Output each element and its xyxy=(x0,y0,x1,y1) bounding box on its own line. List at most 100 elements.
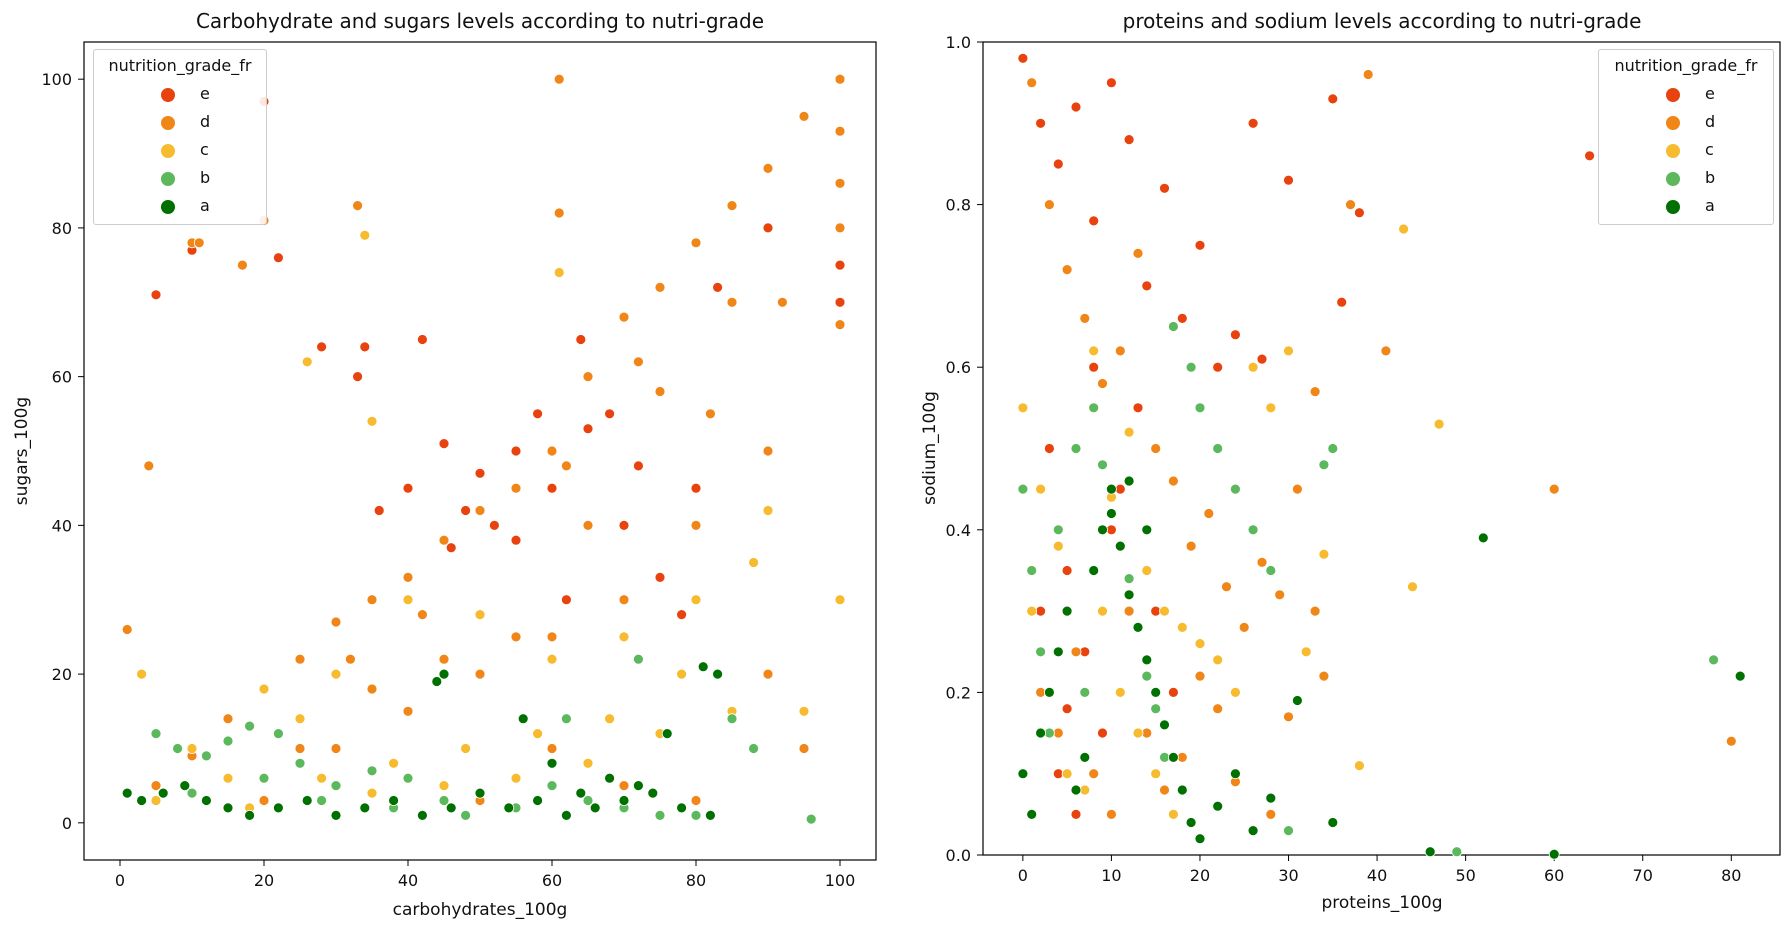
point-grade-d xyxy=(1265,809,1277,820)
point-grade-d xyxy=(834,125,846,137)
point-grade-b xyxy=(1070,443,1082,454)
point-grade-d xyxy=(834,73,846,85)
point-grade-e xyxy=(1052,158,1064,170)
point-grade-a xyxy=(705,810,716,821)
chart-title: Carbohydrate and sugars levels according… xyxy=(196,9,764,33)
x-tick-label: 0 xyxy=(115,871,125,890)
point-grade-d xyxy=(1362,69,1374,80)
point-grade-e xyxy=(762,222,774,234)
point-grade-b xyxy=(1141,670,1153,682)
point-grade-c xyxy=(1247,361,1259,373)
point-grade-c xyxy=(618,631,630,643)
point-grade-a xyxy=(1061,605,1073,617)
point-grade-d xyxy=(1097,378,1108,389)
point-grade-a xyxy=(561,810,572,821)
point-grade-d xyxy=(121,624,133,635)
point-grade-b xyxy=(690,810,702,821)
point-grade-d xyxy=(1283,711,1294,723)
point-grade-a xyxy=(1035,727,1046,739)
point-grade-c xyxy=(1141,565,1153,576)
point-grade-d xyxy=(474,668,486,680)
point-grade-a xyxy=(330,810,342,821)
point-grade-c xyxy=(798,705,810,717)
point-grade-c xyxy=(402,594,414,606)
point-grade-d xyxy=(1061,264,1073,276)
point-grade-b xyxy=(438,795,450,806)
point-grade-c xyxy=(359,229,371,241)
point-grade-d xyxy=(705,408,716,420)
point-grade-e xyxy=(1168,687,1179,698)
point-grade-d xyxy=(1725,735,1737,747)
point-grade-e xyxy=(1070,809,1082,820)
point-grade-c xyxy=(1097,605,1108,617)
point-grade-d xyxy=(834,222,846,234)
point-grade-d xyxy=(1026,77,1038,89)
x-tick-label: 40 xyxy=(398,871,418,890)
point-grade-a xyxy=(416,810,428,821)
legend-swatch xyxy=(160,115,176,131)
point-grade-d xyxy=(344,653,356,665)
point-grade-e xyxy=(1123,134,1135,146)
point-grade-d xyxy=(438,534,450,546)
point-grade-d xyxy=(294,743,306,754)
point-grade-a xyxy=(200,795,212,806)
point-grade-c xyxy=(1159,605,1170,617)
point-grade-e xyxy=(1132,402,1144,414)
point-grade-a xyxy=(1159,719,1170,731)
legend-label: a xyxy=(200,196,210,215)
point-grade-a xyxy=(388,795,400,806)
x-tick-label: 10 xyxy=(1101,866,1121,885)
point-grade-a xyxy=(1247,825,1259,836)
point-grade-b xyxy=(316,795,328,806)
legend-swatch xyxy=(160,199,176,215)
point-grade-c xyxy=(1318,548,1330,560)
point-grade-a xyxy=(1079,752,1091,763)
point-grade-e xyxy=(488,520,500,531)
point-grade-b xyxy=(1318,459,1330,471)
point-grade-e xyxy=(1283,174,1294,186)
point-grade-c xyxy=(762,505,774,516)
point-grade-b xyxy=(726,713,738,725)
x-tick-label: 40 xyxy=(1367,866,1387,885)
y-tick-label: 1.0 xyxy=(946,33,971,52)
point-grade-e xyxy=(1070,101,1082,113)
point-grade-c xyxy=(1114,687,1126,698)
point-grade-d xyxy=(777,296,788,308)
point-grade-c xyxy=(366,787,378,799)
point-grade-d xyxy=(438,653,450,665)
point-grade-e xyxy=(1194,239,1206,251)
point-grade-d xyxy=(474,505,486,516)
point-grade-a xyxy=(618,795,630,806)
point-grade-b xyxy=(1247,524,1259,536)
point-grade-e xyxy=(1327,93,1339,105)
point-grade-c xyxy=(1061,768,1073,780)
point-grade-d xyxy=(726,200,738,212)
point-grade-d xyxy=(1088,768,1100,780)
point-grade-c xyxy=(1354,760,1365,771)
point-grade-c xyxy=(1123,426,1135,438)
point-grade-c xyxy=(1194,638,1206,649)
point-grade-a xyxy=(157,787,169,799)
point-grade-a xyxy=(546,757,558,769)
point-grade-c xyxy=(1035,483,1046,495)
point-grade-c xyxy=(748,557,759,568)
point-grade-c xyxy=(582,757,594,769)
point-grade-d xyxy=(1132,247,1144,259)
legend-label: c xyxy=(1705,140,1714,159)
point-grade-d xyxy=(402,705,414,717)
point-grade-c xyxy=(1230,687,1241,698)
point-grade-a xyxy=(1734,670,1746,682)
legend-swatch xyxy=(160,87,176,103)
x-axis-label: carbohydrates_100g xyxy=(393,900,568,920)
point-grade-e xyxy=(712,281,723,293)
point-grade-e xyxy=(1088,361,1100,373)
legend-swatch xyxy=(1665,171,1681,187)
legend-swatch xyxy=(1665,115,1681,131)
point-grade-c xyxy=(690,594,702,606)
point-grade-a xyxy=(661,728,673,739)
point-grade-b xyxy=(546,780,558,791)
point-grade-a xyxy=(1088,565,1100,576)
point-grade-a xyxy=(272,802,284,814)
point-grade-e xyxy=(1035,605,1046,617)
point-grade-b xyxy=(222,735,234,747)
